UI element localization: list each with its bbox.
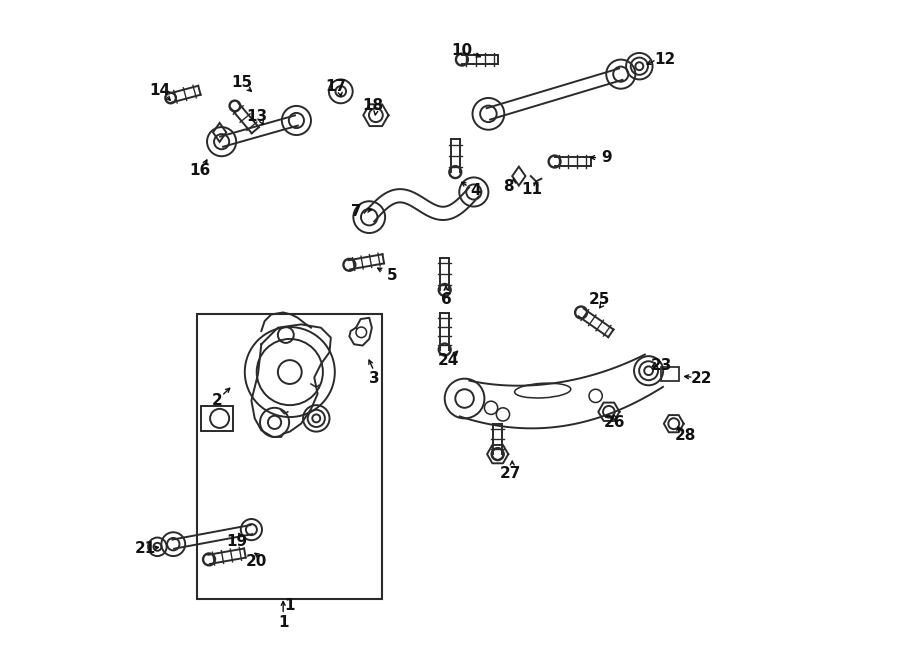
- Text: 5: 5: [387, 268, 398, 283]
- Text: 2: 2: [212, 393, 222, 408]
- Text: 20: 20: [246, 554, 267, 569]
- Text: 16: 16: [189, 164, 211, 178]
- Bar: [197, 314, 382, 599]
- Text: 8: 8: [503, 179, 514, 194]
- Text: 19: 19: [226, 534, 248, 549]
- Text: 10: 10: [452, 43, 472, 58]
- Text: 24: 24: [438, 354, 459, 368]
- Text: 1: 1: [278, 615, 288, 630]
- Bar: [661, 367, 680, 381]
- Text: 15: 15: [231, 75, 252, 89]
- Text: 22: 22: [691, 371, 712, 386]
- Text: 17: 17: [325, 79, 346, 93]
- Text: 27: 27: [500, 466, 522, 481]
- Text: 4: 4: [470, 183, 481, 198]
- Text: 9: 9: [601, 150, 611, 165]
- Text: 25: 25: [589, 292, 609, 307]
- Text: 23: 23: [652, 358, 672, 373]
- Text: 7: 7: [351, 205, 361, 219]
- Text: 12: 12: [654, 52, 675, 67]
- Text: 18: 18: [363, 99, 383, 113]
- Text: 11: 11: [522, 182, 543, 197]
- Text: 6: 6: [441, 293, 452, 307]
- Text: 21: 21: [135, 541, 156, 555]
- Text: 3: 3: [369, 371, 379, 386]
- Bar: [201, 406, 233, 431]
- Text: 1: 1: [284, 598, 295, 614]
- Text: 28: 28: [675, 428, 697, 443]
- Text: 13: 13: [246, 109, 267, 124]
- Text: 14: 14: [149, 83, 171, 97]
- Text: 26: 26: [603, 415, 625, 430]
